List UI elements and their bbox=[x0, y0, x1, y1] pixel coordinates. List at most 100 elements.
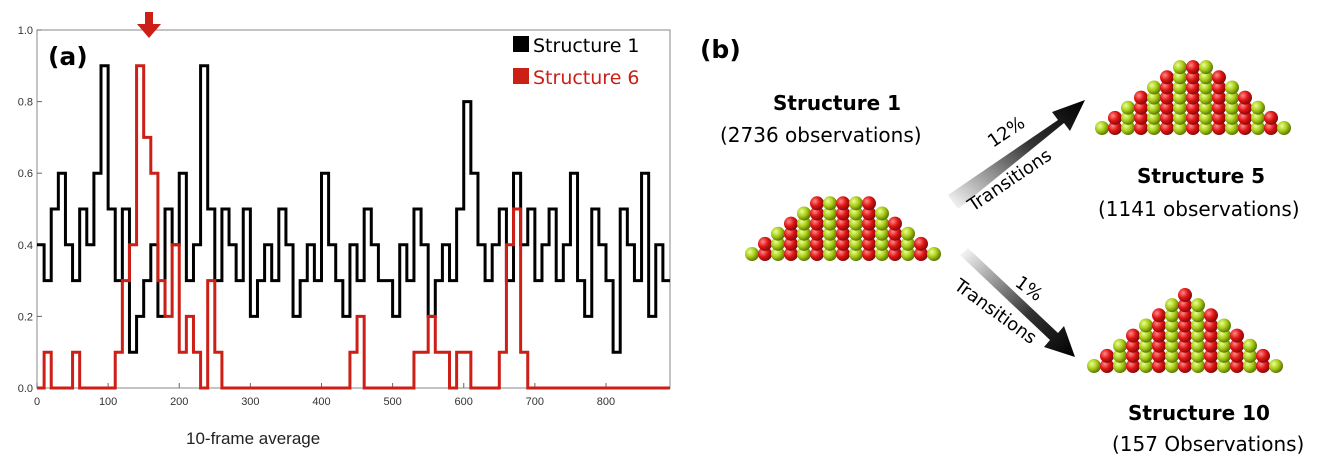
structure-10-name: Structure 10 bbox=[1128, 401, 1270, 425]
atom-green bbox=[823, 206, 837, 221]
atom-red bbox=[888, 236, 902, 251]
data-point bbox=[260, 280, 262, 282]
atom-green bbox=[1191, 318, 1205, 333]
data-point bbox=[167, 315, 170, 317]
atom-red bbox=[836, 226, 850, 241]
atom-red bbox=[1152, 338, 1166, 353]
atom-green bbox=[875, 226, 889, 241]
transition-arrow-to-structure-10 bbox=[960, 248, 1075, 357]
atom-red bbox=[758, 236, 772, 251]
data-point bbox=[296, 315, 298, 317]
atom-red bbox=[836, 216, 850, 231]
atom-green bbox=[771, 247, 785, 261]
atom-green bbox=[1173, 90, 1187, 105]
atom-green bbox=[849, 216, 863, 231]
atom-red bbox=[1204, 308, 1218, 323]
data-point bbox=[239, 387, 241, 389]
data-point bbox=[317, 387, 319, 389]
atom-red bbox=[836, 206, 850, 221]
atom-green bbox=[1173, 110, 1187, 125]
data-point bbox=[473, 387, 476, 389]
atom-red bbox=[888, 216, 902, 231]
data-point bbox=[303, 387, 305, 389]
atom-green bbox=[849, 206, 863, 221]
atom-red bbox=[1212, 110, 1226, 125]
data-point bbox=[395, 315, 397, 317]
data-point bbox=[132, 351, 134, 353]
data-point bbox=[125, 208, 127, 210]
atom-green bbox=[1113, 348, 1127, 363]
atom-green bbox=[849, 226, 863, 241]
atom-red bbox=[1204, 348, 1218, 363]
atom-green bbox=[1191, 298, 1205, 313]
atom-green bbox=[1225, 110, 1239, 125]
data-point bbox=[345, 315, 347, 317]
atom-red bbox=[810, 236, 824, 251]
y-tick-label: 0.0 bbox=[18, 383, 33, 395]
data-point bbox=[374, 244, 376, 246]
structure-5-observations: (1141 observations) bbox=[1098, 197, 1300, 221]
atom-green bbox=[823, 196, 837, 211]
series-structure-1-line bbox=[37, 64, 670, 354]
atom-red bbox=[1230, 348, 1244, 363]
atom-green bbox=[1199, 90, 1213, 105]
data-point bbox=[267, 387, 269, 389]
data-point bbox=[559, 280, 561, 282]
data-point bbox=[153, 244, 155, 246]
atom-green bbox=[1095, 121, 1109, 135]
data-point bbox=[153, 172, 155, 174]
atom-green bbox=[1199, 100, 1213, 115]
data-point bbox=[288, 387, 291, 389]
data-point bbox=[374, 387, 376, 389]
atom-red bbox=[1178, 318, 1192, 333]
data-point bbox=[523, 244, 525, 246]
data-point bbox=[559, 387, 561, 389]
data-point bbox=[132, 244, 134, 246]
atom-red bbox=[810, 226, 824, 241]
atom-red bbox=[1178, 288, 1192, 303]
data-point bbox=[630, 387, 632, 389]
atom-green bbox=[1165, 318, 1179, 333]
atom-green bbox=[1243, 359, 1257, 373]
atom-green bbox=[875, 206, 889, 221]
atom-red bbox=[1178, 308, 1192, 323]
data-point bbox=[658, 244, 660, 246]
atom-green bbox=[1139, 338, 1153, 353]
atom-red bbox=[1230, 328, 1244, 343]
data-point bbox=[324, 387, 326, 389]
data-point bbox=[281, 387, 283, 389]
atom-red bbox=[1204, 338, 1218, 353]
data-point bbox=[480, 387, 483, 389]
data-point bbox=[231, 387, 234, 389]
data-point bbox=[146, 280, 148, 282]
data-point bbox=[203, 65, 205, 67]
data-point bbox=[139, 65, 141, 67]
atom-green bbox=[1199, 80, 1213, 95]
data-point bbox=[537, 280, 540, 282]
data-point bbox=[61, 172, 63, 174]
data-point bbox=[196, 351, 198, 353]
data-point bbox=[68, 387, 70, 389]
atom-red bbox=[914, 236, 928, 251]
x-axis-ticks: 0 100 200 300 400 500 600 700 800 bbox=[34, 383, 615, 408]
atom-red bbox=[1178, 298, 1192, 313]
atom-green bbox=[797, 216, 811, 231]
data-point bbox=[139, 315, 141, 317]
data-point bbox=[601, 387, 604, 389]
atom-green bbox=[1191, 328, 1205, 343]
x-tick-label: 200 bbox=[170, 396, 188, 408]
atom-green bbox=[1243, 348, 1257, 363]
atom-green bbox=[1199, 110, 1213, 125]
atom-red bbox=[1186, 121, 1200, 135]
atom-red bbox=[1178, 328, 1192, 343]
data-point bbox=[253, 315, 255, 317]
atom-green bbox=[1147, 90, 1161, 105]
data-point bbox=[544, 244, 547, 246]
data-point bbox=[530, 208, 532, 210]
atom-red bbox=[1186, 90, 1200, 105]
data-point bbox=[552, 208, 554, 210]
atom-red bbox=[1204, 359, 1218, 373]
data-point bbox=[217, 351, 219, 353]
atom-red bbox=[1186, 110, 1200, 125]
atom-green bbox=[901, 226, 915, 241]
